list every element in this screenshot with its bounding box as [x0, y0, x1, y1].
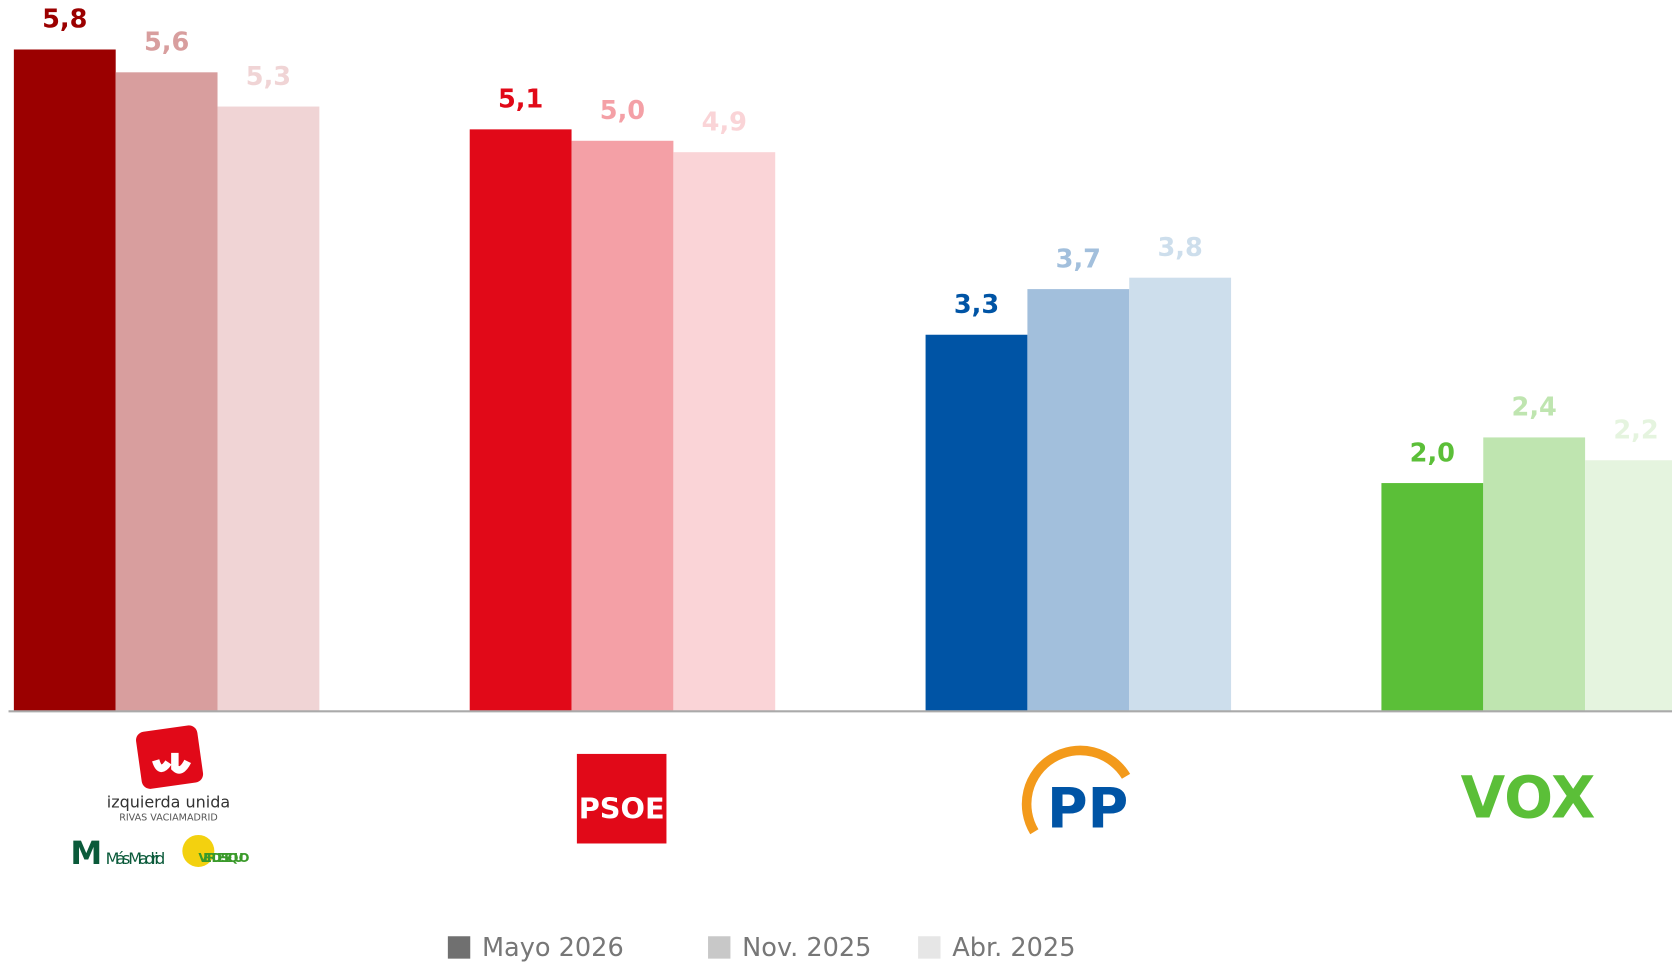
iu-mark	[136, 725, 204, 789]
logo-pp: PP	[1021, 745, 1131, 842]
category-sublabel: VERDES EQUO	[198, 851, 249, 866]
category-sublabel: Más Madrid	[106, 849, 166, 868]
bar	[469, 129, 572, 712]
bar	[925, 334, 1028, 712]
value-label: 2,0	[1410, 438, 1455, 468]
logo-psoe: PSOE	[576, 753, 667, 844]
value-label: 5,6	[144, 28, 189, 58]
value-label: 5,3	[246, 62, 291, 92]
bar	[217, 106, 320, 712]
value-label: 3,7	[1056, 244, 1101, 274]
value-label: 3,8	[1158, 233, 1203, 263]
logo-iu: izquierda unida RIVAS VACIAMADRID M Más …	[70, 725, 250, 872]
category-sublabel: RIVAS VACIAMADRID	[119, 812, 218, 823]
value-label: 2,2	[1613, 415, 1658, 445]
bar	[571, 140, 674, 712]
bar	[1129, 277, 1232, 712]
logo-vox: VOX	[1461, 765, 1596, 832]
bar	[115, 72, 218, 712]
plot: 5,8 5,1 3,3 2,0 5,6 5,0 3,7 2,4 5,3 4,9 3,8 2,2	[13, 5, 1672, 712]
category-label: izquierda unida	[107, 792, 230, 811]
value-label: 5,8	[42, 5, 87, 35]
bar	[1483, 437, 1586, 712]
value-label: 3,3	[954, 290, 999, 320]
legend-label: Abr. 2025	[952, 933, 1075, 963]
bar	[1585, 460, 1672, 712]
category-label: VOX	[1461, 765, 1596, 832]
value-label: 4,9	[702, 107, 747, 137]
pp-arc	[1021, 745, 1131, 835]
value-label: 2,4	[1512, 393, 1557, 423]
iu-glyph	[152, 752, 192, 774]
category-label: PSOE	[579, 791, 665, 825]
category-label: PP	[1047, 778, 1128, 842]
bar	[1381, 483, 1484, 712]
value-label: 5,0	[600, 96, 645, 126]
bar	[13, 49, 116, 712]
mm-mark: M	[70, 834, 102, 872]
bar	[673, 152, 776, 712]
equo-mark	[182, 834, 215, 867]
bar	[1027, 289, 1130, 712]
legend-swatch	[708, 936, 731, 959]
legend-swatch	[918, 936, 941, 959]
legend-label: Mayo 2026	[482, 933, 624, 963]
psoe-mark	[576, 753, 667, 844]
legend-swatch	[447, 936, 471, 959]
legend-label: Nov. 2025	[742, 933, 871, 963]
value-label: 5,1	[498, 85, 543, 115]
legend: Mayo 2026 Nov. 2025 Abr. 2025	[447, 933, 1075, 963]
